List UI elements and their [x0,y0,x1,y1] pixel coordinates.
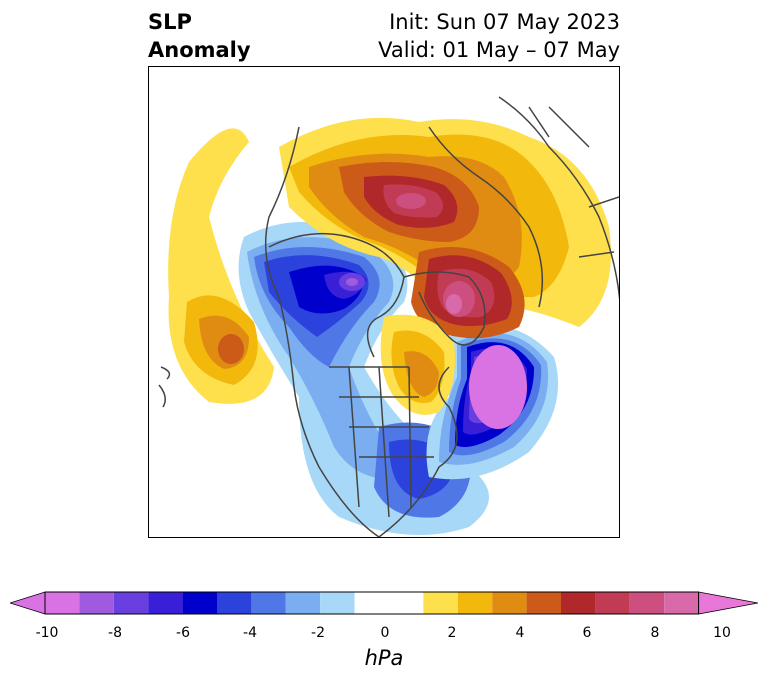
coastlines [158,96,619,537]
colorbar-bin [45,592,80,614]
colorbar-bin [217,592,252,614]
tick-label: -4 [243,625,257,641]
greenland-high-anomaly [411,247,525,339]
tick-label: 6 [582,625,592,641]
colorbar-units-label: hPa [364,646,404,670]
tick-label: 4 [515,625,525,641]
plot-subtitle: Init: Sun 07 May 2023 Valid: 01 May – 07… [378,8,620,64]
colorbar-bin [285,592,321,614]
tick-label: 0 [380,625,390,641]
colorbar-bin [113,592,149,614]
tick-label: -8 [108,625,122,641]
title-line-1: SLP [148,10,192,34]
colorbar-bin [251,592,286,614]
colorbar-bin [561,592,596,614]
tick-label: 10 [713,625,731,641]
valid-period: Valid: 01 May – 07 May [378,38,620,62]
plot-title: SLP Anomaly [148,8,251,64]
north-atlantic-low-anomaly [426,325,559,480]
colorbar-bin [457,592,493,614]
colorbar-bin [320,592,355,614]
map-panel [148,66,620,538]
tick-label: -10 [35,625,59,641]
tick-label: 2 [447,625,457,641]
labrador-high-anomaly [380,314,455,415]
init-time: Init: Sun 07 May 2023 [389,10,620,34]
colorbar-bin-neutral [354,592,424,614]
colorbar-outline [44,591,700,615]
colorbar-bin [595,592,630,614]
title-line-2: Anomaly [148,38,251,62]
colorbar-bin [79,592,114,614]
colorbar-bin [492,592,527,614]
tick-label: -6 [176,625,190,641]
colorbar-extend-min [10,591,46,615]
colorbar-bin [664,592,699,614]
colorbar-bin [629,592,665,614]
pacific-high-anomaly [168,128,274,404]
colorbar-bin [526,592,561,614]
colorbar-bin [423,592,458,614]
tick-label: 8 [650,625,660,641]
colorbar-bin [148,592,183,614]
colorbar [10,591,758,615]
colorbar-bin [182,592,217,614]
anomaly-map [149,67,619,537]
colorbar-extend-max [698,591,758,615]
tick-label: -2 [311,625,325,641]
